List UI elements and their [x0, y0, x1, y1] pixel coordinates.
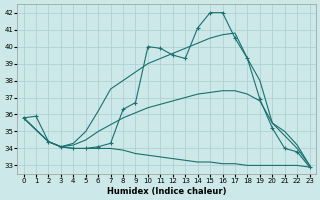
X-axis label: Humidex (Indice chaleur): Humidex (Indice chaleur): [107, 187, 226, 196]
